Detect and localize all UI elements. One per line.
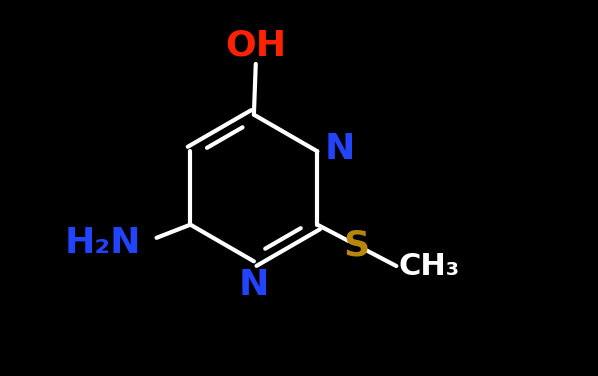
Text: OH: OH	[225, 28, 286, 62]
Text: CH₃: CH₃	[398, 252, 459, 280]
Text: N: N	[324, 132, 355, 167]
Text: S: S	[344, 228, 370, 262]
Text: H₂N: H₂N	[65, 226, 142, 261]
Text: N: N	[239, 268, 269, 302]
